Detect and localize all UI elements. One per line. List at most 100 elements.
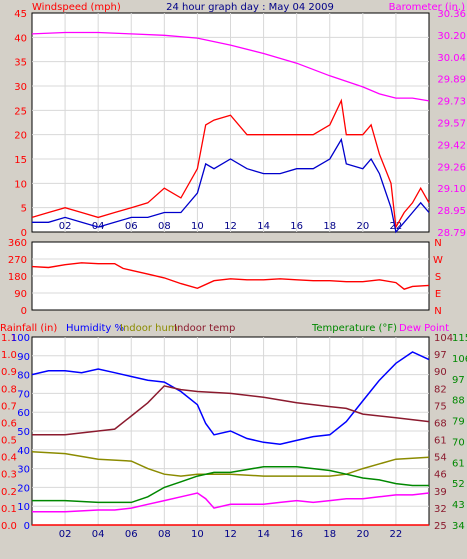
temperature-tick-label-a: 68 bbox=[434, 418, 447, 429]
temperature-label: Temperature (°F) bbox=[311, 323, 397, 334]
temp-x-tick-label: 12 bbox=[224, 529, 237, 540]
humidity-tick-label: 50 bbox=[17, 427, 30, 438]
humidity-tick-labels: 0 10 20 30 40 50 60 70 80 90 100 bbox=[11, 333, 30, 532]
barometer-tick-label: 29.10 bbox=[437, 184, 466, 195]
windspeed-tick-label: 15 bbox=[14, 155, 27, 166]
direction-tick-label: 270 bbox=[8, 255, 27, 266]
temperature-tick-labels-b: 34 43 52 61 70 79 88 97 106 115 bbox=[452, 333, 467, 532]
humidity-tick-label: 10 bbox=[17, 502, 30, 513]
indoor_temp-line bbox=[32, 385, 430, 436]
graph-title: 24 hour graph day : May 04 2009 bbox=[166, 2, 334, 13]
compass-letter: N bbox=[434, 306, 441, 317]
direction-tick-label: 180 bbox=[8, 272, 27, 283]
temperature-tick-label-b: 43 bbox=[452, 500, 465, 511]
rainfall-tick-label: 0.8 bbox=[1, 384, 17, 395]
humidity-tick-label: 80 bbox=[17, 371, 30, 382]
barometer-tick-label: 28.95 bbox=[437, 206, 466, 217]
temperature-line bbox=[32, 465, 429, 504]
windspeed-tick-label: 25 bbox=[14, 106, 27, 117]
barometer-tick-label: 29.42 bbox=[437, 140, 466, 151]
indoor_hum-line bbox=[31, 450, 430, 477]
temp-x-tick-label: 08 bbox=[158, 529, 171, 540]
dew_point-line bbox=[32, 492, 430, 513]
wind-barometer-panel: Windspeed (mph) 24 hour graph day : May … bbox=[14, 2, 466, 239]
humidity-tick-label: 100 bbox=[11, 333, 30, 344]
temp-x-tick-label: 22 bbox=[390, 529, 403, 540]
temp-series bbox=[31, 351, 430, 526]
temp-x-tick-label: 02 bbox=[59, 529, 72, 540]
rainfall-tick-label: 0.3 bbox=[1, 470, 17, 481]
barometer-tick-label: 28.79 bbox=[437, 228, 466, 239]
rainfall-tick-label: 0.7 bbox=[1, 401, 17, 412]
windspeed-tick-label: 45 bbox=[14, 9, 27, 20]
temp-x-tick-label: 14 bbox=[257, 529, 270, 540]
temperature-tick-label-a: 82 bbox=[434, 384, 447, 395]
rainfall-tick-label: 1.0 bbox=[1, 350, 17, 361]
direction-gridlines bbox=[32, 258, 429, 294]
rainfall-tick-label: 0.6 bbox=[1, 418, 17, 429]
barometer-tick-label: 30.04 bbox=[437, 53, 466, 64]
barometer-tick-label: 30.20 bbox=[437, 31, 466, 42]
rainfall-tick-labels: 0.0 0.1 0.2 0.3 0.4 0.5 0.6 0.7 0.8 0.9 1.0 1.1 bbox=[1, 333, 17, 532]
rainfall-tick-label: 1.1 bbox=[1, 333, 17, 344]
barometer-tick-label: 29.57 bbox=[437, 119, 466, 130]
temperature-tick-label-b: 34 bbox=[452, 521, 465, 532]
temperature-tick-label-a: 32 bbox=[434, 504, 447, 515]
temperature-tick-label-b: 79 bbox=[452, 417, 465, 428]
wind_gust-line bbox=[31, 98, 430, 230]
humidity-tick-label: 40 bbox=[17, 446, 30, 457]
temperature-tick-labels-a: 25 32 39 46 54 61 68 75 82 90 97 104 bbox=[434, 333, 453, 532]
direction-tick-label: 360 bbox=[8, 238, 27, 249]
rainfall-label: Rainfall (in) bbox=[0, 323, 57, 334]
wind_avg-line bbox=[32, 137, 430, 234]
windspeed-tick-label: 10 bbox=[14, 179, 27, 190]
indoor-hum-label: Indoor hum bbox=[120, 323, 178, 334]
rainfall-tick-label: 0.9 bbox=[1, 367, 17, 378]
direction-tick-label: 0 bbox=[21, 306, 27, 317]
windspeed-axis-label: Windspeed (mph) bbox=[32, 2, 121, 13]
temperature-tick-label-a: 97 bbox=[434, 350, 447, 361]
temperature-tick-label-a: 54 bbox=[434, 453, 447, 464]
barometer-tick-label: 30.36 bbox=[437, 9, 466, 20]
temperature-tick-label-b: 70 bbox=[452, 437, 465, 448]
temperature-tick-label-a: 39 bbox=[434, 487, 447, 498]
temperature-tick-label-a: 75 bbox=[434, 401, 447, 412]
windspeed-tick-label: 35 bbox=[14, 58, 27, 69]
windspeed-tick-label: 40 bbox=[14, 33, 27, 44]
temperature-tick-label-a: 46 bbox=[434, 470, 447, 481]
compass-letter: N bbox=[434, 238, 441, 249]
temp-x-tick-label: 10 bbox=[191, 529, 204, 540]
rainfall-tick-label: 0.1 bbox=[1, 504, 17, 515]
barometer-line bbox=[31, 31, 430, 102]
windspeed-tick-label: 0 bbox=[21, 228, 27, 239]
temp-humidity-panel: Rainfall (in) Humidity % Indoor hum Indo… bbox=[0, 323, 467, 540]
barometer-tick-label: 29.89 bbox=[437, 75, 466, 86]
temperature-tick-label-b: 115 bbox=[452, 333, 467, 344]
windspeed-tick-label: 5 bbox=[21, 204, 27, 215]
humidity-tick-label: 0 bbox=[24, 521, 30, 532]
temperature-tick-label-a: 61 bbox=[434, 436, 447, 447]
humidity-tick-label: 60 bbox=[17, 408, 30, 419]
temperature-tick-label-b: 52 bbox=[452, 479, 465, 490]
rainfall-tick-label: 0.0 bbox=[1, 521, 17, 532]
compass-letter: W bbox=[433, 255, 443, 266]
temperature-tick-label-a: 25 bbox=[434, 521, 447, 532]
humidity-label: Humidity % bbox=[66, 323, 124, 334]
temp-x-tick-label: 18 bbox=[323, 529, 336, 540]
temperature-tick-label-b: 61 bbox=[452, 458, 465, 469]
humidity-line bbox=[31, 351, 430, 445]
temperature-tick-label-b: 97 bbox=[452, 375, 465, 386]
humidity-tick-label: 20 bbox=[17, 483, 30, 494]
wind-gridlines bbox=[32, 13, 429, 232]
direction-tick-labels: 0 90 180 270 360 bbox=[8, 238, 27, 317]
temperature-tick-label-a: 104 bbox=[434, 333, 453, 344]
windspeed-tick-label: 20 bbox=[14, 131, 27, 142]
temp-x-tick-label: 16 bbox=[290, 529, 303, 540]
direction-tick-label: 90 bbox=[14, 289, 27, 300]
windspeed-tick-label: 30 bbox=[14, 82, 27, 93]
humidity-tick-label: 30 bbox=[17, 465, 30, 476]
barometer-tick-label: 29.73 bbox=[437, 97, 466, 108]
barometer-tick-labels: 28.79 28.95 29.10 29.26 29.42 29.57 29.73 29.89… bbox=[437, 9, 466, 239]
